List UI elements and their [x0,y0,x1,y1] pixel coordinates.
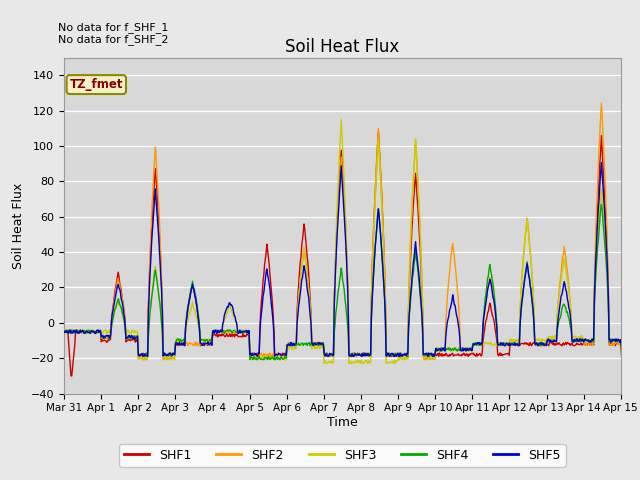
SHF3 [458,347,465,353]
SHF5 [130,336,138,341]
SHF3 [323,360,331,366]
SHF4 [456,345,464,350]
SHF4 [60,328,68,334]
Title: Soil Heat Flux: Soil Heat Flux [285,38,399,56]
SHF4 [423,352,431,358]
SHF3 [268,356,276,361]
SHF5 [423,351,431,357]
SHF2 [598,100,605,106]
Legend: SHF1, SHF2, SHF3, SHF4, SHF5: SHF1, SHF2, SHF3, SHF4, SHF5 [119,444,566,467]
SHF5 [144,354,152,360]
SHF1 [458,353,465,359]
SHF2 [423,354,431,360]
SHF1 [374,129,382,135]
Text: No data for f_SHF_2: No data for f_SHF_2 [58,35,168,46]
SHF2 [292,340,300,346]
SHF3 [291,343,299,349]
SHF5 [60,329,68,335]
SHF4 [292,342,300,348]
Text: No data for f_SHF_1: No data for f_SHF_1 [58,22,168,33]
Line: SHF4: SHF4 [64,204,640,360]
SHF2 [456,346,464,352]
SHF5 [292,341,300,347]
SHF5 [269,318,277,324]
SHF3 [60,330,68,336]
SHF5 [240,328,248,334]
X-axis label: Time: Time [327,416,358,429]
SHF2 [130,335,138,341]
SHF5 [598,159,605,165]
Y-axis label: Soil Heat Flux: Soil Heat Flux [12,182,25,269]
SHF5 [456,348,464,353]
SHF4 [130,336,138,341]
Line: SHF2: SHF2 [64,103,640,360]
Line: SHF3: SHF3 [64,120,640,363]
SHF4 [598,202,605,207]
SHF1 [424,351,432,357]
SHF1 [269,311,277,316]
SHF1 [67,373,75,379]
SHF4 [271,357,279,363]
Text: TZ_fmet: TZ_fmet [70,78,123,91]
SHF2 [240,328,248,334]
SHF4 [239,331,246,336]
SHF4 [268,354,276,360]
SHF1 [60,330,68,336]
SHF1 [292,339,300,345]
Line: SHF5: SHF5 [64,162,640,357]
SHF3 [130,329,138,335]
SHF3 [337,117,345,122]
SHF3 [424,355,432,360]
SHF3 [239,330,246,336]
SHF2 [60,329,68,335]
SHF1 [240,334,248,339]
SHF2 [142,357,150,363]
Line: SHF1: SHF1 [64,132,640,376]
SHF1 [131,336,138,342]
SHF2 [269,353,277,359]
